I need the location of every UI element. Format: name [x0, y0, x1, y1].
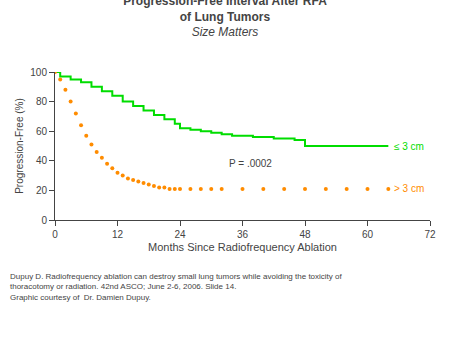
svg-text:40: 40 — [36, 155, 48, 166]
svg-text:Months Since Radiofrequency Ab: Months Since Radiofrequency Ablation — [148, 241, 337, 253]
svg-text:0: 0 — [52, 229, 58, 240]
svg-text:Progression-Free Interval Afte: Progression-Free Interval After RFAof Lu… — [123, 0, 327, 39]
svg-text:100: 100 — [30, 67, 47, 78]
svg-text:> 3 cm: > 3 cm — [394, 183, 424, 194]
svg-text:0: 0 — [41, 215, 47, 226]
svg-text:P = .0002: P = .0002 — [229, 158, 272, 169]
svg-text:48: 48 — [299, 229, 311, 240]
svg-text:24: 24 — [174, 229, 186, 240]
svg-text:Progression-Free (%): Progression-Free (%) — [14, 98, 25, 194]
svg-text:60: 60 — [36, 126, 48, 137]
svg-text:20: 20 — [36, 185, 48, 196]
svg-text:36: 36 — [237, 229, 249, 240]
svg-text:≤ 3 cm: ≤ 3 cm — [394, 141, 424, 152]
svg-text:72: 72 — [424, 229, 436, 240]
svg-text:12: 12 — [112, 229, 124, 240]
svg-text:Dupuy D. Radiofrequency ablati: Dupuy D. Radiofrequency ablation can des… — [10, 272, 343, 302]
svg-text:80: 80 — [36, 96, 48, 107]
svg-text:60: 60 — [362, 229, 374, 240]
